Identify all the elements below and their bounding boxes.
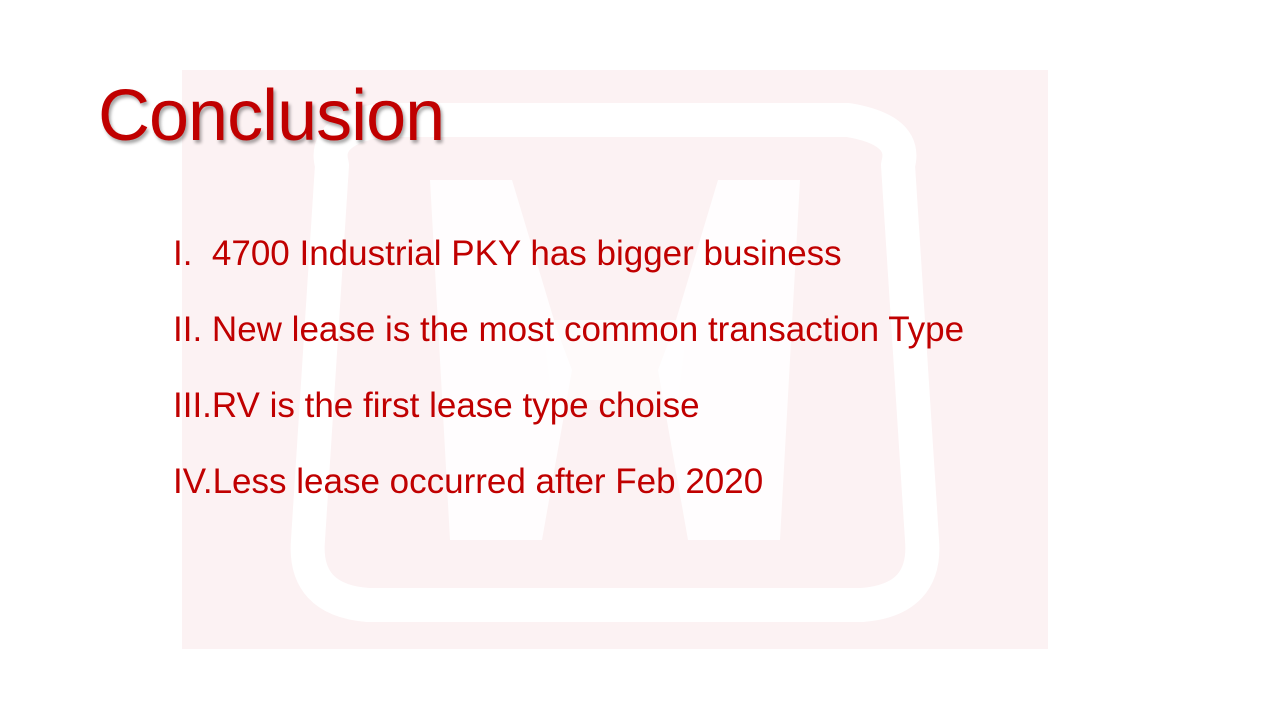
list-item: IV.Less lease occurred after Feb 2020: [173, 456, 964, 532]
list-item: III.RV is the first lease type choise: [173, 380, 964, 456]
list-item-text: 4700 Industrial PKY has bigger business: [211, 234, 842, 273]
list-item-text: Less lease occurred after Feb 2020: [212, 462, 764, 501]
list-item-numeral: I.: [173, 234, 193, 273]
list-item-numeral: III.: [173, 386, 212, 425]
list-item: I. 4700 Industrial PKY has bigger busine…: [173, 228, 964, 304]
honda-logo-icon: [290, 103, 940, 622]
list-item-text: New lease is the most common transaction…: [211, 310, 965, 349]
list-item-text: RV is the first lease type choise: [211, 386, 700, 425]
conclusion-list: I. 4700 Industrial PKY has bigger busine…: [173, 228, 964, 532]
slide-title: Conclusion: [98, 76, 445, 156]
watermark-background: [182, 70, 1048, 649]
list-item-numeral: IV.: [173, 462, 213, 501]
list-item: II. New lease is the most common transac…: [173, 304, 964, 380]
list-item-numeral: II.: [173, 310, 203, 349]
